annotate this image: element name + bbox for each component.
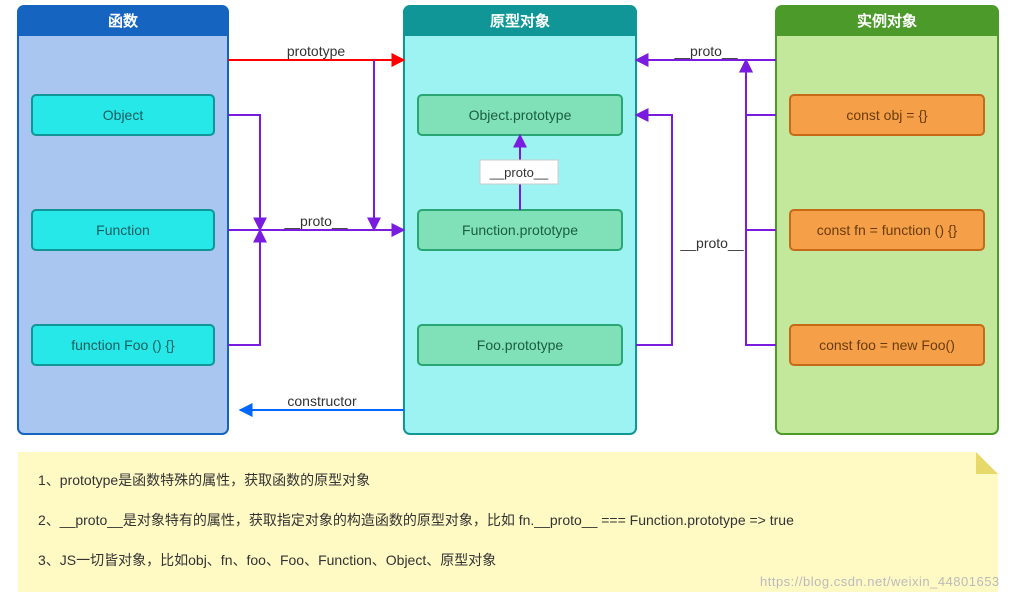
arrow-label-constructor_bottom: constructor [287,393,357,409]
cell-label-proto_foo: Foo.prototype [477,337,564,353]
arrow-label-prototype_top: prototype [287,43,346,59]
arrow-proto_foo_to_object [636,115,672,345]
cell-proto_foo: Foo.prototype [418,325,622,365]
cell-label-inst_fn: const fn = function () {} [817,222,958,238]
cell-inst_fn: const fn = function () {} [790,210,984,250]
cell-label-func_object: Object [103,107,144,123]
cell-label-inst_obj: const obj = {} [846,107,928,123]
cell-inst_obj: const obj = {} [790,95,984,135]
cell-inst_foo: const foo = new Foo() [790,325,984,365]
column-title-inst: 实例对象 [857,12,917,30]
cell-label-func_function: Function [96,222,150,238]
cell-label-proto_object: Object.prototype [469,107,572,123]
arrow-label-proto_foo_to_object: __proto__ [679,235,743,251]
notes-sticky: 1、prototype是函数特殊的属性，获取函数的原型对象 2、__proto__… [18,452,998,592]
prototype-diagram: 函数 原型对象 实例对象 Object Function function Foo () … [0,0,1016,440]
cell-label-inst_foo: const foo = new Foo() [819,337,955,353]
note-line-2: 2、__proto__是对象特有的属性，获取指定对象的构造函数的原型对象，比如 … [38,512,978,529]
cell-func_object: Object [32,95,214,135]
cell-proto_object: Object.prototype [418,95,622,135]
arrow-label-func_proto_mid: __proto__ [283,213,347,229]
arrow-func_object_down [228,115,260,230]
arrow-inst_fn_to_proto [746,60,776,230]
arrow-func_foo_up [228,230,260,345]
column-title-func: 函数 [108,12,139,30]
watermark-text: https://blog.csdn.net/weixin_44801653 [760,574,1000,589]
note-line-1: 1、prototype是函数特殊的属性，获取函数的原型对象 [38,472,978,489]
column-title-proto: 原型对象 [490,12,550,30]
cell-func_foo: function Foo () {} [32,325,214,365]
proto-inner-label-text: __proto__ [489,165,549,180]
arrow-label-instance_proto_top: __proto__ [673,43,737,59]
cell-proto_function: Function.prototype [418,210,622,250]
cell-label-proto_function: Function.prototype [462,222,578,238]
arrow-inst_obj_to_proto [746,60,776,115]
cell-func_function: Function [32,210,214,250]
arrow-inst_foo_to_proto [746,60,776,345]
note-line-3: 3、JS一切皆对象，比如obj、fn、foo、Foo、Function、Obje… [38,552,978,569]
cell-label-func_foo: function Foo () {} [71,337,175,353]
notes-fold-corner [976,452,998,474]
